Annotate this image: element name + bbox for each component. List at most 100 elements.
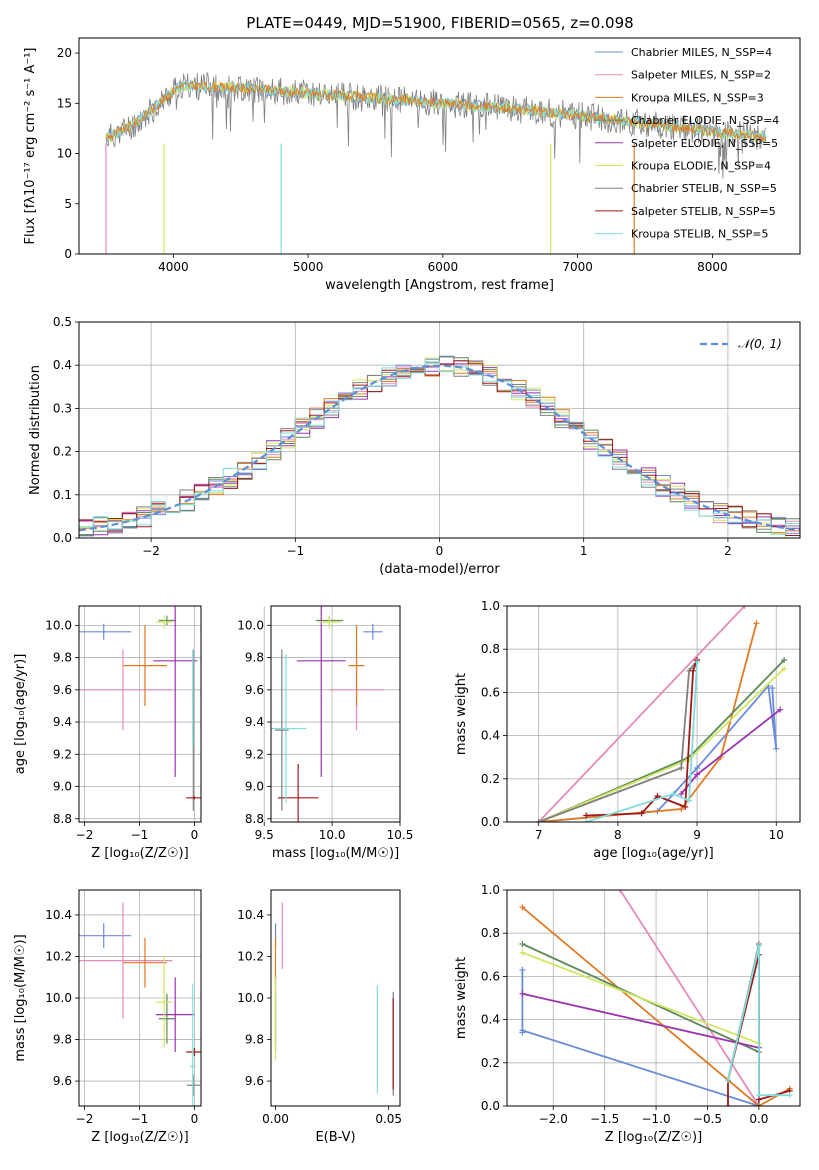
weight-point-marker (519, 941, 526, 947)
y-tick-label: 9.8 (53, 1033, 72, 1047)
weight-point-marker (725, 1077, 732, 1084)
x-axis-label: (data-model)/error (379, 562, 500, 577)
axes-frame (78, 605, 202, 823)
legend-entry: Kroupa STELIB, N_SSP=5 (631, 228, 769, 241)
weight-point-marker (670, 790, 677, 797)
x-tick-label: 0.00 (262, 1112, 289, 1126)
x-tick-label: −0.5 (693, 1112, 722, 1126)
x-tick-label: 0 (191, 1112, 199, 1126)
weight-point-marker (519, 904, 526, 911)
y-tick-label: 0.4 (53, 358, 72, 372)
y-tick-label: 10 (57, 147, 72, 161)
y-tick-label: 9.8 (53, 651, 72, 665)
weight-point-marker (519, 966, 526, 973)
weight-point-marker (694, 765, 701, 771)
y-tick-label: 0.0 (53, 531, 72, 545)
residual-histogram-panel: −2 −1 0 1 2 0.0 0.1 0.2 0.3 0.4 0.5 (data-model)/er… (28, 315, 801, 577)
x-tick-label: −2 (76, 1112, 94, 1126)
y-tick-label: 9.2 (53, 747, 72, 761)
legend-entry: Chabrier STELIB, N_SSP=5 (631, 182, 777, 195)
legend-entry: Kroupa MILES, N_SSP=3 (631, 91, 764, 104)
age-vs-metallicity-panel: −2 −1 0 8.8 9.0 9.2 9.4 9.6 9.8 10.0 Z [log₁₀(Z/Z☉… (13, 605, 202, 861)
x-tick-label: 8000 (697, 260, 728, 274)
y-tick-label: 9.4 (53, 715, 72, 729)
weight-point-marker (678, 806, 685, 813)
x-tick-label: 4000 (158, 260, 189, 274)
weight-point-marker (741, 606, 748, 609)
age-vs-mass-panel: 9.5 10.0 10.5 8.8 9.0 9.2 9.4 9.6 9.8 10.0 mass [l… (237, 605, 414, 861)
x-tick-label: 5000 (293, 260, 324, 274)
x-axis-label: Z [log₁₀(Z/Z☉)] (605, 1130, 702, 1145)
y-tick-label: 0.5 (53, 315, 72, 329)
weight-point-marker (682, 803, 689, 810)
weight-point-marker (678, 790, 685, 797)
x-tick-label: 6000 (428, 260, 459, 274)
weight-point-marker (725, 1103, 732, 1106)
weight-series-line (538, 683, 778, 822)
x-tick-label: −1 (131, 1112, 149, 1126)
y-axis-label: Normed distribution (28, 365, 43, 495)
weight-point-marker (786, 1092, 793, 1099)
y-tick-label: 9.6 (53, 1074, 72, 1088)
weight-point-marker (617, 890, 624, 893)
weight-point-marker (519, 990, 526, 997)
mass-weight-vs-metallicity-panel: −2.0 −1.5 −1.0 −0.5 0.0 0.0 0.2 0.4 0.6 0.8 1.0 Z [… (454, 883, 801, 1145)
y-tick-label: 10.0 (237, 991, 264, 1005)
x-tick-label: 8 (614, 828, 622, 842)
y-tick-label: 0.0 (481, 815, 500, 829)
y-tick-label: 9.2 (245, 747, 264, 761)
y-tick-label: 0.6 (481, 685, 500, 699)
spectrum-title: PLATE=0449, MJD=51900, FIBERID=0565, z=0… (246, 14, 633, 32)
y-tick-label: 10.4 (237, 908, 264, 922)
weight-series-line (522, 951, 760, 1045)
weight-series-line (619, 890, 760, 1106)
weight-series-line (727, 945, 790, 1097)
y-tick-label: 1.0 (481, 883, 500, 897)
weight-point-marker (519, 949, 526, 956)
y-tick-label: 9.0 (245, 780, 264, 794)
axes-frame (506, 889, 801, 1107)
spectrum-line (105, 80, 767, 143)
legend-entry: Salpeter MILES, N_SSP=2 (631, 69, 771, 82)
weight-point-marker (755, 1103, 762, 1106)
x-axis-label: mass [log₁₀(M/M☉)] (272, 846, 399, 861)
x-tick-label: 10.5 (387, 828, 414, 842)
x-tick-label: 7000 (562, 260, 593, 274)
x-tick-label: −2.0 (539, 1112, 568, 1126)
y-tick-label: 8.8 (53, 812, 72, 826)
x-tick-label: 10.0 (319, 828, 346, 842)
x-axis-label: Z [log₁₀(Z/Z☉)] (91, 846, 188, 861)
y-tick-label: 9.0 (53, 780, 72, 794)
y-tick-label: 9.6 (245, 683, 264, 697)
weight-point-marker (755, 1092, 762, 1099)
weight-point-marker (753, 620, 760, 627)
y-tick-label: 0.2 (53, 445, 72, 459)
weight-series-line (538, 659, 698, 822)
x-axis-label: age [log₁₀(age/yr)] (593, 846, 714, 861)
y-tick-label: 10.0 (45, 991, 72, 1005)
y-axis-label: mass weight (454, 673, 469, 755)
y-tick-label: 10.2 (45, 949, 72, 963)
x-tick-label: 0.0 (749, 1112, 768, 1126)
x-tick-label: 0 (191, 828, 199, 842)
y-tick-label: 9.6 (53, 683, 72, 697)
y-tick-label: 5 (64, 197, 72, 211)
weight-series-line (586, 659, 698, 817)
y-tick-label: 20 (57, 46, 72, 60)
y-axis-label: Flux [fλ10⁻¹⁷ erg cm⁻² s⁻¹ A⁻¹] (23, 48, 38, 245)
x-tick-label: 9.5 (255, 828, 274, 842)
y-axis-label: age [log₁₀(age/yr)] (13, 654, 28, 775)
y-axis-label: mass weight (454, 957, 469, 1039)
normal-curve (79, 364, 800, 532)
weight-point-marker (694, 659, 701, 666)
legend-entry: Chabrier ELODIE, N_SSP=4 (631, 114, 779, 127)
y-tick-label: 0.8 (481, 926, 500, 940)
weight-point-marker (519, 1027, 526, 1034)
axes-frame (270, 605, 401, 823)
y-tick-label: 9.8 (245, 651, 264, 665)
spectrum-line (105, 71, 767, 179)
spectrum-panel: 4000 5000 6000 7000 8000 0 5 10 15 20 wavelength [… (23, 37, 801, 293)
weight-series-line (538, 606, 746, 822)
legend-entry: 𝒩(0, 1) (738, 337, 782, 351)
